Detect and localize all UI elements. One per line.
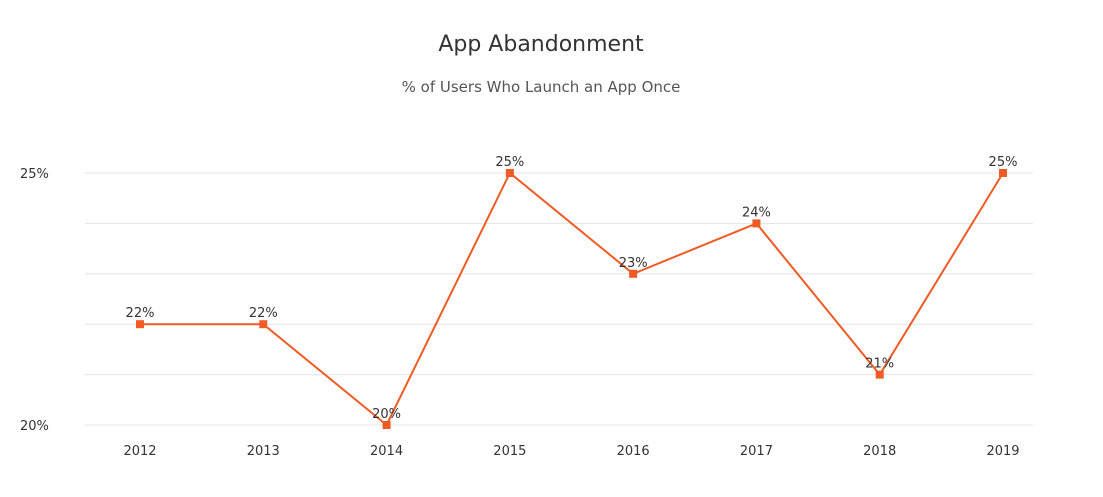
data-label: 25%: [989, 155, 1018, 170]
data-point: [136, 320, 144, 329]
data-point: [382, 421, 391, 429]
chart-subtitle: % of Users Who Launch an App Once: [402, 78, 681, 96]
data-label: 20%: [372, 407, 401, 422]
y-tick-label: 25%: [20, 167, 49, 182]
y-axis: 20% 25%: [20, 167, 49, 434]
x-tick-label: 2019: [986, 444, 1019, 459]
x-tick-label: 2016: [617, 444, 650, 459]
data-label: 25%: [495, 155, 524, 170]
x-tick-label: 2013: [247, 444, 280, 459]
x-tick-label: 2017: [740, 444, 773, 459]
data-point: [999, 169, 1007, 177]
series: 22% 22% 20% 25% 23% 24% 21% 25%: [126, 155, 1018, 429]
gridlines: [85, 172, 1033, 426]
x-axis: 2012 2013 2014 2015 2016 2017 2018 2019: [123, 444, 1019, 459]
x-tick-label: 2015: [493, 444, 526, 459]
data-label: 23%: [619, 256, 648, 271]
chart-title: App Abandonment: [438, 32, 644, 57]
data-point: [752, 219, 761, 228]
data-label: 21%: [865, 357, 894, 372]
y-tick-label: 20%: [20, 419, 49, 434]
data-point: [875, 370, 884, 379]
data-point: [259, 320, 268, 329]
data-point: [629, 269, 638, 278]
x-tick-label: 2018: [863, 444, 896, 459]
data-point: [505, 169, 514, 177]
data-label: 24%: [742, 205, 771, 220]
data-label: 22%: [249, 306, 278, 321]
series-line: [140, 171, 1004, 427]
x-tick-label: 2014: [370, 444, 403, 459]
data-label: 22%: [126, 306, 155, 321]
x-tick-label: 2012: [123, 444, 156, 459]
